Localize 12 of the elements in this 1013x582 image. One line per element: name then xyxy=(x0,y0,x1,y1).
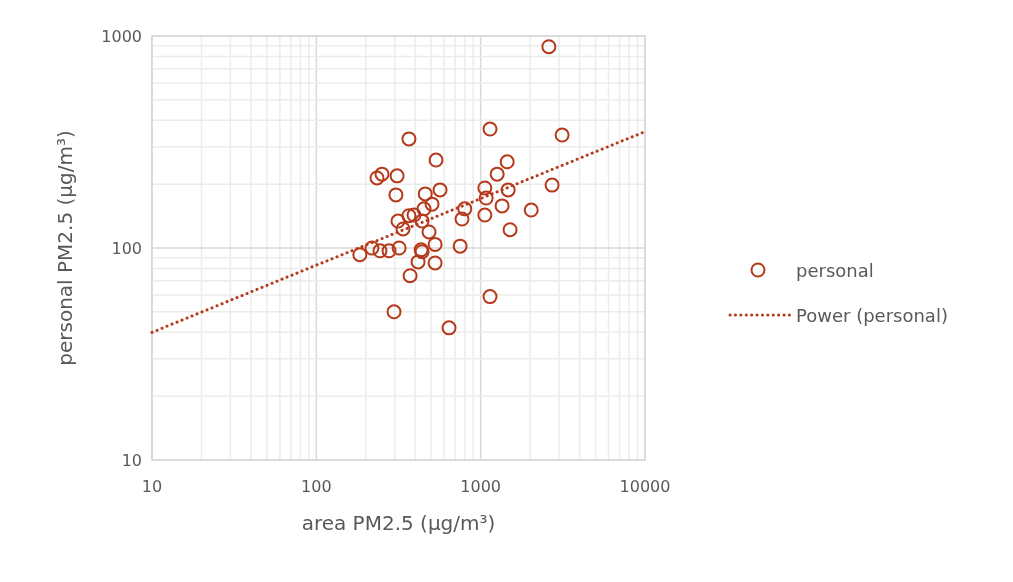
line-series xyxy=(150,130,647,334)
y-tick-label: 100 xyxy=(111,239,142,258)
x-tick-label: 1000 xyxy=(460,477,502,496)
y-tick-label: 10 xyxy=(121,451,142,470)
legend-label: personal xyxy=(796,260,874,281)
y-tick-label: 1000 xyxy=(101,27,142,46)
x-axis-title: area PM2.5 (µg/m³) xyxy=(301,511,496,535)
y-axis-title: personal PM2.5 (µg/m³) xyxy=(53,130,77,366)
x-tick-label: 10000 xyxy=(619,477,671,496)
x-tick-label: 10 xyxy=(141,477,163,496)
legend-label: Power (personal) xyxy=(796,305,948,326)
x-tick-label: 100 xyxy=(301,477,332,496)
